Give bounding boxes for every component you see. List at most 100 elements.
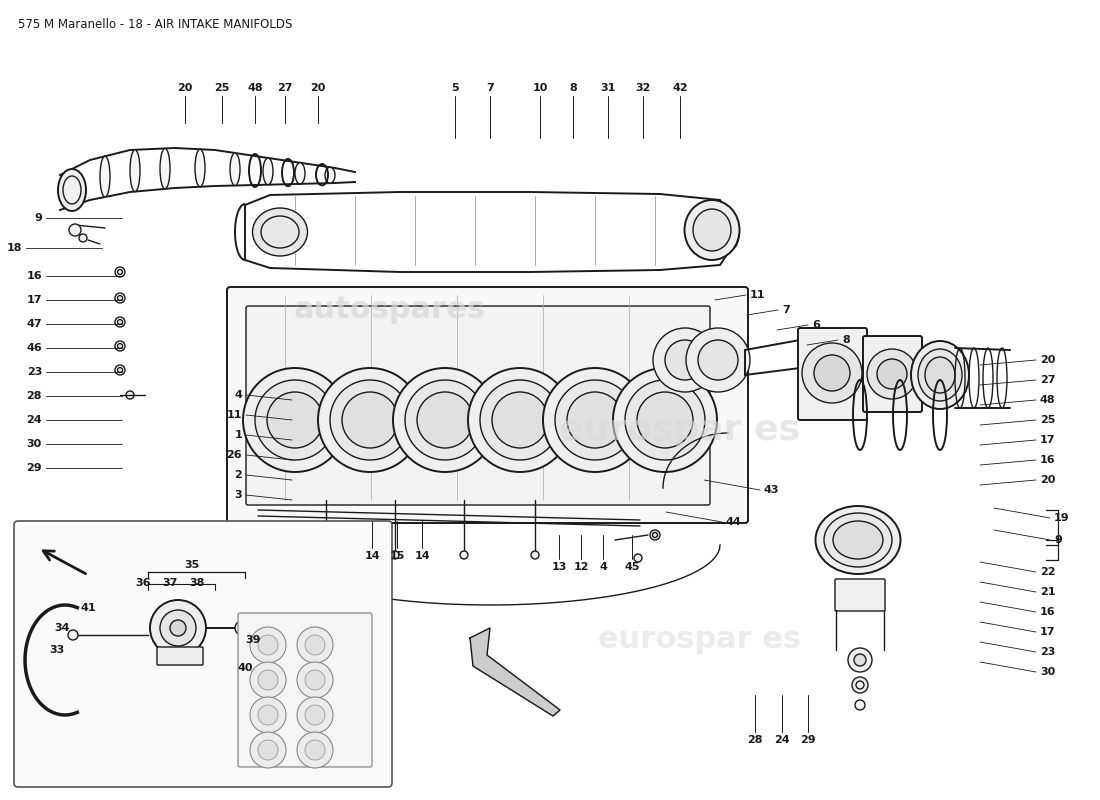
Circle shape xyxy=(698,340,738,380)
Text: 16: 16 xyxy=(26,271,42,281)
Text: 31: 31 xyxy=(601,83,616,93)
Circle shape xyxy=(322,551,330,559)
Circle shape xyxy=(250,697,286,733)
Text: 25: 25 xyxy=(1040,415,1055,425)
Text: 48: 48 xyxy=(248,83,263,93)
Text: 9: 9 xyxy=(1054,535,1062,545)
FancyBboxPatch shape xyxy=(227,287,748,523)
Text: 46: 46 xyxy=(26,343,42,353)
Circle shape xyxy=(814,355,850,391)
Circle shape xyxy=(854,654,866,666)
FancyBboxPatch shape xyxy=(798,328,867,420)
Ellipse shape xyxy=(253,208,308,256)
Circle shape xyxy=(250,627,286,663)
Text: 16: 16 xyxy=(1040,607,1056,617)
Circle shape xyxy=(258,705,278,725)
Ellipse shape xyxy=(100,156,110,197)
Ellipse shape xyxy=(918,349,962,401)
Circle shape xyxy=(116,293,125,303)
Circle shape xyxy=(393,368,497,472)
Text: 21: 21 xyxy=(1040,587,1056,597)
Text: 2: 2 xyxy=(234,470,242,480)
Text: 36: 36 xyxy=(135,578,151,588)
Circle shape xyxy=(543,368,647,472)
Text: 34: 34 xyxy=(54,623,69,633)
Circle shape xyxy=(126,391,134,399)
Text: 28: 28 xyxy=(26,391,42,401)
Text: 24: 24 xyxy=(774,735,790,745)
Circle shape xyxy=(297,627,333,663)
Circle shape xyxy=(460,551,467,559)
Ellipse shape xyxy=(815,506,901,574)
Text: 40: 40 xyxy=(238,663,253,673)
Circle shape xyxy=(118,343,122,349)
Text: 38: 38 xyxy=(189,578,205,588)
Ellipse shape xyxy=(911,341,969,409)
Circle shape xyxy=(305,635,324,655)
Text: 26: 26 xyxy=(227,450,242,460)
Text: 15: 15 xyxy=(389,551,405,561)
Circle shape xyxy=(116,317,125,327)
Circle shape xyxy=(305,705,324,725)
Circle shape xyxy=(160,610,196,646)
Circle shape xyxy=(68,630,78,640)
Circle shape xyxy=(802,343,862,403)
Text: 44: 44 xyxy=(726,517,741,527)
Text: 28: 28 xyxy=(747,735,762,745)
Text: 13: 13 xyxy=(551,562,566,572)
Circle shape xyxy=(531,551,539,559)
Circle shape xyxy=(867,349,917,399)
Text: 17: 17 xyxy=(26,295,42,305)
Circle shape xyxy=(417,392,473,448)
Ellipse shape xyxy=(833,521,883,559)
Text: 25: 25 xyxy=(214,83,230,93)
Text: 41: 41 xyxy=(80,603,96,613)
Text: 42: 42 xyxy=(672,83,688,93)
Text: 24: 24 xyxy=(26,415,42,425)
Ellipse shape xyxy=(925,357,955,393)
FancyBboxPatch shape xyxy=(835,579,886,611)
Circle shape xyxy=(634,554,642,562)
Text: 23: 23 xyxy=(26,367,42,377)
Ellipse shape xyxy=(130,150,140,191)
Circle shape xyxy=(116,341,125,351)
Text: autospares: autospares xyxy=(294,295,486,325)
Circle shape xyxy=(255,380,336,460)
Text: 22: 22 xyxy=(1040,567,1056,577)
Circle shape xyxy=(244,624,252,632)
Circle shape xyxy=(235,621,249,635)
Circle shape xyxy=(468,368,572,472)
Circle shape xyxy=(566,392,623,448)
Circle shape xyxy=(297,732,333,768)
Text: 35: 35 xyxy=(185,560,199,570)
Circle shape xyxy=(305,670,324,690)
Text: 33: 33 xyxy=(50,645,65,655)
Circle shape xyxy=(686,328,750,392)
Text: 27: 27 xyxy=(1040,375,1056,385)
Circle shape xyxy=(653,328,717,392)
Ellipse shape xyxy=(195,150,205,186)
Text: 19: 19 xyxy=(1054,513,1069,523)
Circle shape xyxy=(556,380,635,460)
Text: 23: 23 xyxy=(1040,647,1055,657)
Circle shape xyxy=(613,368,717,472)
Text: 47: 47 xyxy=(26,319,42,329)
Text: 39: 39 xyxy=(245,635,261,645)
Text: 37: 37 xyxy=(163,578,178,588)
Text: 20: 20 xyxy=(177,83,192,93)
Circle shape xyxy=(625,380,705,460)
Text: 14: 14 xyxy=(364,551,380,561)
Text: 8: 8 xyxy=(569,83,576,93)
Text: 43: 43 xyxy=(764,485,780,495)
Text: 16: 16 xyxy=(1040,455,1056,465)
Text: 10: 10 xyxy=(532,83,548,93)
Circle shape xyxy=(492,392,548,448)
Circle shape xyxy=(170,620,186,636)
Circle shape xyxy=(118,367,122,373)
Circle shape xyxy=(258,670,278,690)
Text: 32: 32 xyxy=(636,83,651,93)
Circle shape xyxy=(855,700,865,710)
Text: 29: 29 xyxy=(26,463,42,473)
Circle shape xyxy=(297,697,333,733)
Ellipse shape xyxy=(684,200,739,260)
